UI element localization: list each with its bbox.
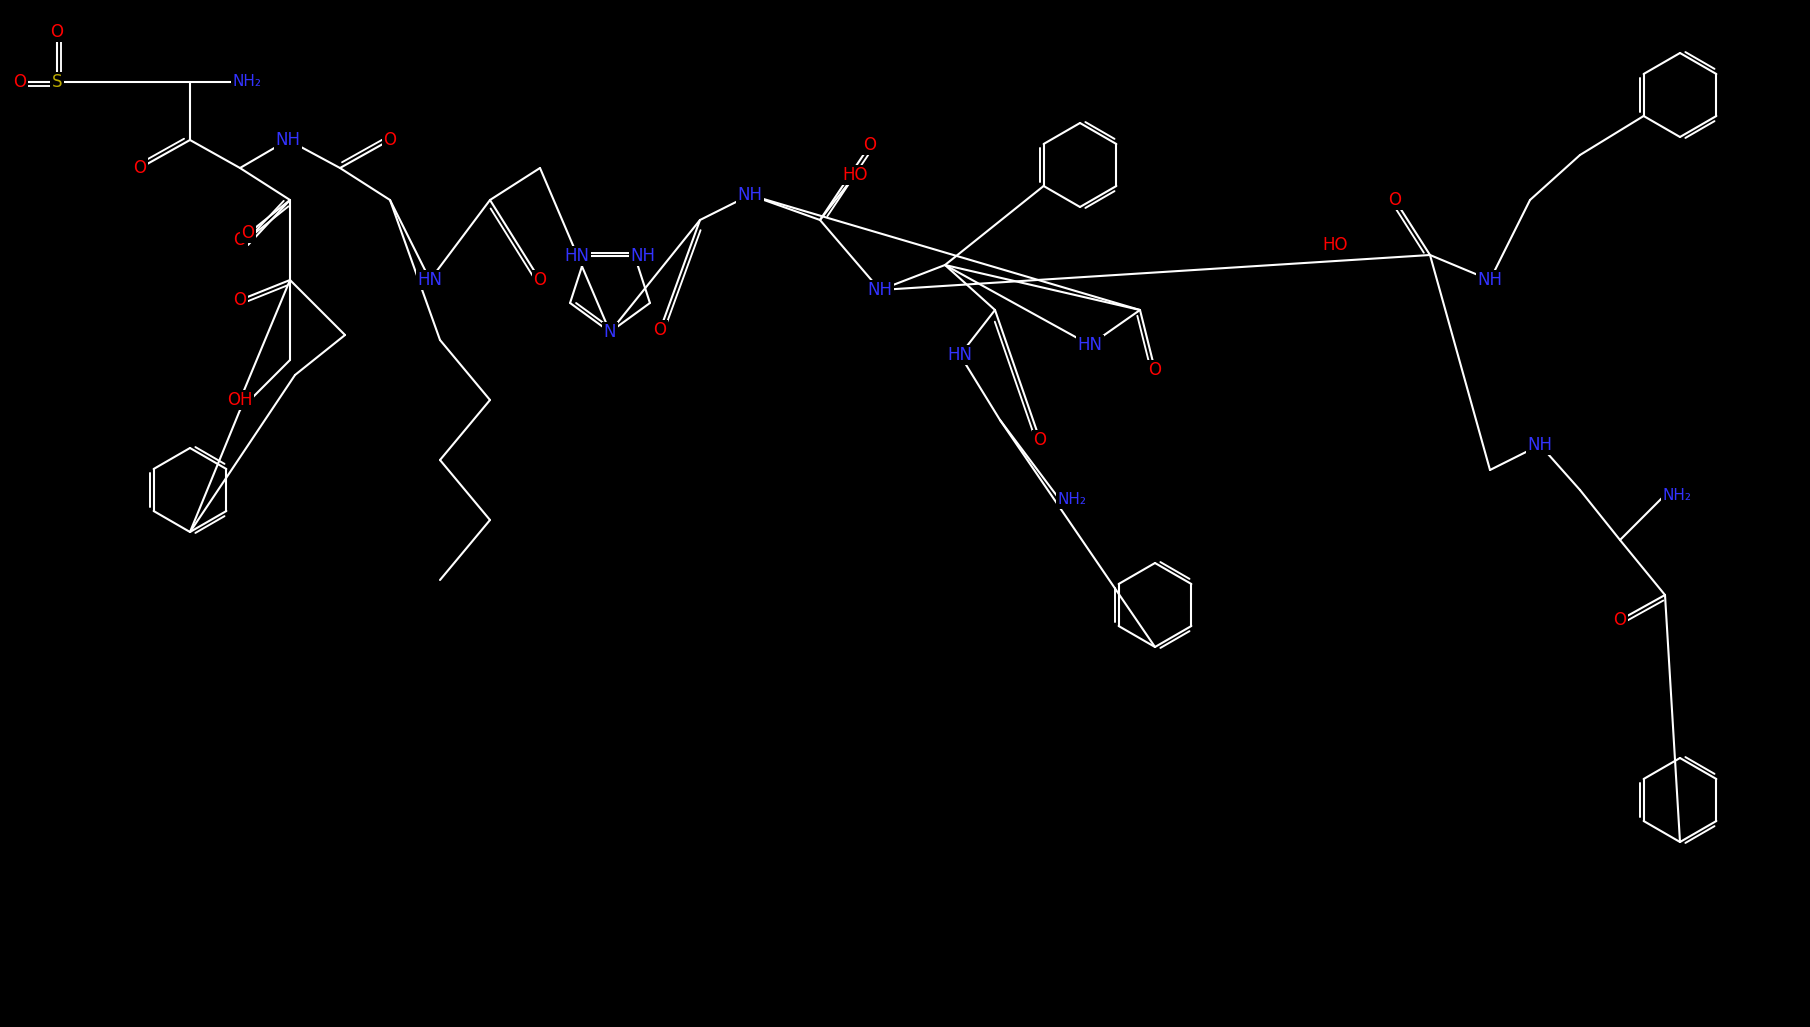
Text: NH: NH [1528,436,1553,454]
Text: O: O [1613,611,1627,629]
Text: O: O [1149,362,1162,379]
Text: NH₂: NH₂ [1057,493,1086,507]
Text: NH: NH [630,248,655,265]
Text: O: O [13,73,27,91]
Text: O: O [863,136,876,154]
Text: O: O [384,131,396,149]
Text: O: O [534,271,547,289]
Text: O: O [134,159,147,177]
Text: NH: NH [275,131,300,149]
Text: N: N [605,324,615,341]
Text: HN: HN [418,271,442,289]
Text: O: O [51,23,63,41]
Text: NH₂: NH₂ [232,75,261,89]
Text: HO: HO [1323,236,1348,254]
Text: O: O [1034,431,1046,449]
Text: NH: NH [737,186,762,204]
Text: HN: HN [1077,336,1102,354]
Text: O: O [233,231,246,249]
Text: HO: HO [842,166,867,184]
Text: NH: NH [867,281,892,299]
Text: HN: HN [947,346,972,364]
Text: S: S [52,73,62,91]
Text: O: O [233,291,246,309]
Text: HN: HN [565,248,590,265]
Text: O: O [653,321,666,339]
Text: NH₂: NH₂ [1663,488,1692,502]
Text: O: O [1388,191,1401,210]
Text: OH: OH [228,391,253,409]
Text: O: O [241,224,255,242]
Text: NH: NH [1477,271,1502,289]
